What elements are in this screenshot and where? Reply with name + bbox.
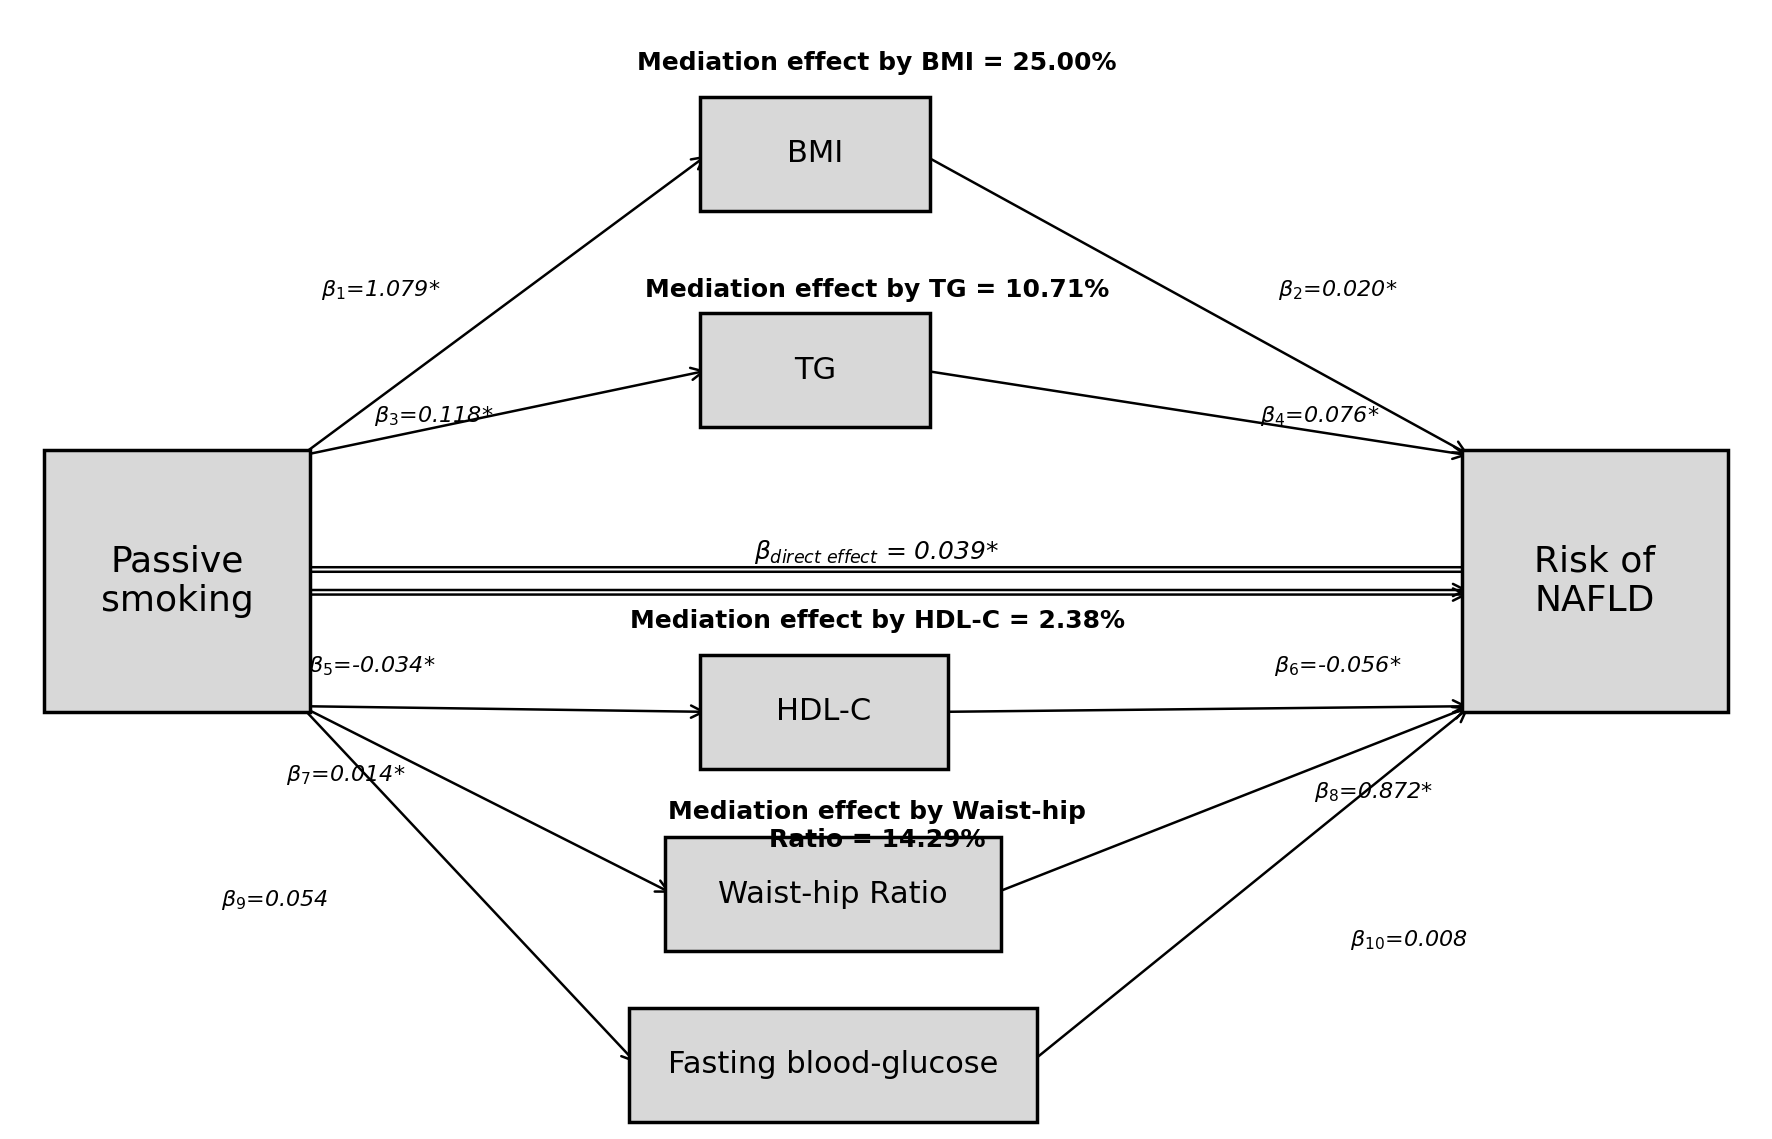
Text: Waist-hip Ratio: Waist-hip Ratio [718,879,948,909]
Text: Passive
smoking: Passive smoking [101,544,253,617]
Text: $\beta_{10}$=0.008: $\beta_{10}$=0.008 [1350,927,1467,952]
Text: HDL-C: HDL-C [776,697,872,727]
FancyBboxPatch shape [700,97,930,211]
Text: $\beta_2$=0.020*: $\beta_2$=0.020* [1278,278,1398,303]
Text: $\beta_3$=0.118*: $\beta_3$=0.118* [374,403,494,428]
Text: $\beta_6$=-0.056*: $\beta_6$=-0.056* [1274,654,1402,679]
FancyBboxPatch shape [629,1008,1037,1122]
FancyBboxPatch shape [1462,450,1728,712]
Text: Mediation effect by HDL-C = 2.38%: Mediation effect by HDL-C = 2.38% [629,608,1125,633]
FancyBboxPatch shape [700,313,930,427]
Text: $\beta_{direct\ effect}$ = 0.039*: $\beta_{direct\ effect}$ = 0.039* [755,539,999,566]
Text: Mediation effect by BMI = 25.00%: Mediation effect by BMI = 25.00% [638,50,1116,75]
Text: BMI: BMI [787,139,843,169]
FancyBboxPatch shape [700,655,948,769]
FancyBboxPatch shape [664,837,1001,951]
Text: $\beta_1$=1.079*: $\beta_1$=1.079* [321,278,441,303]
Text: Mediation effect by Waist-hip
Ratio = 14.29%: Mediation effect by Waist-hip Ratio = 14… [668,800,1086,852]
Text: $\beta_7$=0.014*: $\beta_7$=0.014* [285,762,406,787]
Text: Mediation effect by TG = 10.71%: Mediation effect by TG = 10.71% [645,278,1109,303]
Text: Fasting blood-glucose: Fasting blood-glucose [668,1050,998,1080]
Text: $\beta_4$=0.076*: $\beta_4$=0.076* [1260,403,1380,428]
Text: Risk of
NAFLD: Risk of NAFLD [1535,544,1655,617]
FancyBboxPatch shape [44,450,310,712]
Text: TG: TG [794,355,836,385]
Text: $\beta_5$=-0.034*: $\beta_5$=-0.034* [308,654,436,679]
Text: $\beta_9$=0.054: $\beta_9$=0.054 [222,887,328,912]
Text: $\beta_8$=0.872*: $\beta_8$=0.872* [1313,779,1434,804]
